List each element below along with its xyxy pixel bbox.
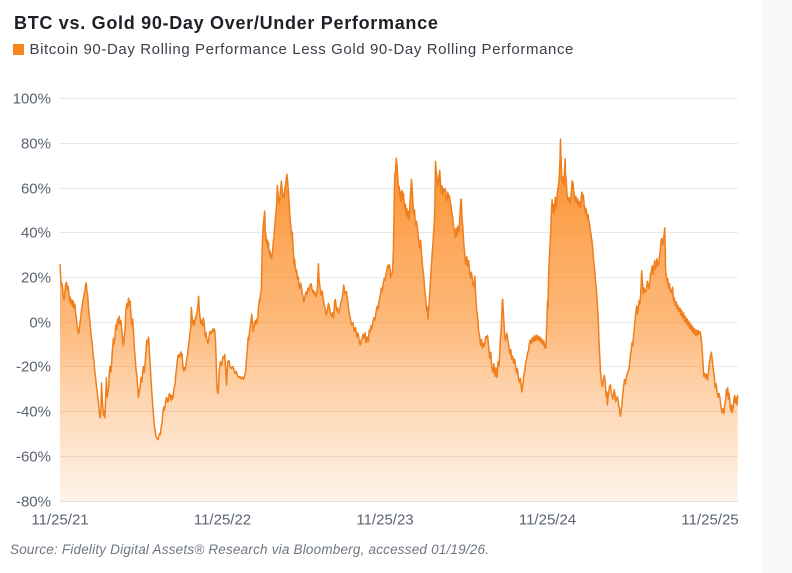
svg-text:0%: 0% [29,315,51,332]
svg-text:11/25/21: 11/25/21 [31,512,88,529]
svg-text:20%: 20% [21,270,51,287]
svg-text:80%: 80% [21,136,51,153]
svg-text:11/25/25: 11/25/25 [681,512,738,529]
svg-text:11/25/22: 11/25/22 [194,512,251,529]
svg-text:-80%: -80% [16,494,51,511]
svg-text:40%: 40% [21,225,51,242]
svg-text:-40%: -40% [16,404,51,421]
svg-text:11/25/23: 11/25/23 [356,512,413,529]
svg-text:-20%: -20% [16,359,51,376]
svg-text:100%: 100% [13,91,51,108]
svg-text:60%: 60% [21,181,51,198]
svg-text:-60%: -60% [16,449,51,466]
svg-text:11/25/24: 11/25/24 [519,512,576,529]
